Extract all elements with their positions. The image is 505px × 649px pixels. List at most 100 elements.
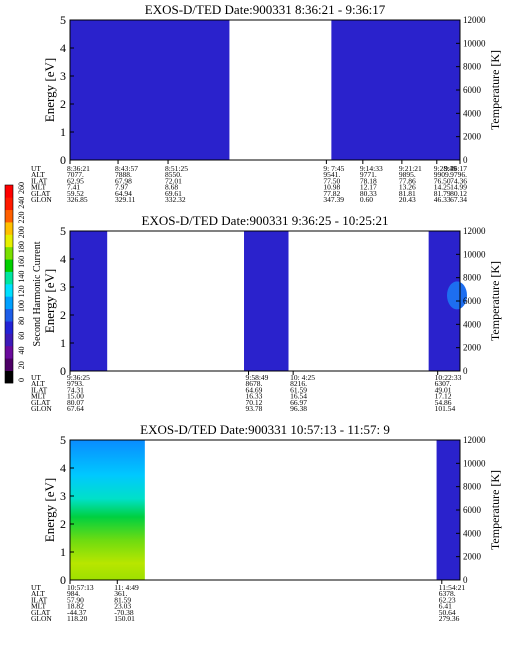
ytick-right-label: 4000 (463, 528, 482, 538)
colorbar-swatch (5, 321, 13, 334)
orbit-value: 8216. (290, 379, 307, 388)
orbit-value: 9541. (323, 170, 340, 179)
orbit-value: 74.36 (450, 176, 467, 185)
ytick-label: 0 (60, 153, 66, 167)
orbit-value: 9:36:17 (444, 164, 467, 173)
orbit-value: 279.36 (439, 614, 460, 623)
colorbar-tick-label: 200 (17, 226, 26, 238)
orbit-value: 67.98 (115, 176, 132, 185)
orbit-value: 8:43:57 (115, 164, 138, 173)
ytick-right-label: 10000 (463, 458, 486, 468)
orbit-value: 69.61 (165, 189, 182, 198)
ytick-right-label: 12000 (463, 226, 486, 236)
ytick-label: 1 (60, 336, 66, 350)
orbit-value: 8.68 (165, 183, 178, 192)
orbit-row-label: UT (31, 583, 41, 592)
colorbar-tick-label: 60 (17, 332, 26, 340)
orbit-value: 81.81 (399, 189, 416, 198)
orbit-value: 57.90 (67, 595, 84, 604)
orbit-value: 66.97 (290, 398, 307, 407)
orbit-value: 80.12 (450, 189, 467, 198)
data-blob (447, 281, 467, 310)
orbit-value: 332.32 (165, 195, 186, 204)
colorbar-tick-label: 120 (17, 285, 26, 297)
colorbar-frame (4, 184, 14, 384)
orbit-value: 80.33 (360, 189, 377, 198)
orbit-value: 62.23 (439, 595, 456, 604)
colorbar-swatch (5, 333, 13, 347)
ytick-right-label: 0 (463, 366, 468, 376)
orbit-value: 0.60 (360, 195, 373, 204)
orbit-value: 8:51:25 (165, 164, 188, 173)
orbit-value: -44.37 (67, 608, 87, 617)
ytick-right-label: 10000 (463, 249, 486, 259)
ylabel-right: Temperature [K] (488, 470, 502, 550)
ytick-label: 5 (60, 433, 66, 447)
orbit-value: 78.18 (360, 176, 377, 185)
ytick-right-label: 12000 (463, 435, 486, 445)
orbit-value: 9909. (434, 170, 451, 179)
colorbar-swatch (5, 370, 13, 384)
colorbar-swatch (5, 209, 13, 223)
orbit-value: 9:28:49 (434, 164, 457, 173)
ytick-right-label: 0 (463, 575, 468, 585)
ytick-label: 5 (60, 13, 66, 27)
orbit-value: 8550. (165, 170, 182, 179)
orbit-value: 14.25 (434, 183, 451, 192)
orbit-value: 15.00 (67, 392, 84, 401)
ytick-label: 4 (60, 252, 66, 266)
colorbar-tick-label: 240 (17, 197, 26, 209)
orbit-value: 96.38 (290, 404, 307, 413)
orbit-value: 18.82 (67, 602, 84, 611)
orbit-value: 70.12 (246, 398, 263, 407)
orbit-value: 77.50 (323, 176, 340, 185)
orbit-row-label: ILAT (31, 595, 48, 604)
colorbar-tick-label: 20 (17, 361, 26, 369)
orbit-row-label: MLT (31, 392, 47, 401)
colorbar-tick-label: 260 (17, 182, 26, 194)
orbit-value: 23.03 (114, 602, 131, 611)
orbit-value: 93.78 (246, 404, 263, 413)
orbit-value: 329.11 (115, 195, 136, 204)
colorbar-swatch (5, 308, 13, 322)
orbit-value: -70.38 (114, 608, 134, 617)
data-segment (331, 20, 460, 160)
orbit-value: 10: 4:25 (290, 373, 315, 382)
ytick-right-label: 10000 (463, 38, 486, 48)
ytick-right-label: 0 (463, 155, 468, 165)
orbit-row-label: MLT (31, 602, 47, 611)
ytick-right-label: 8000 (463, 62, 482, 72)
orbit-value: 16.54 (290, 392, 307, 401)
orbit-row-label: MLT (31, 183, 47, 192)
ytick-right-label: 4000 (463, 108, 482, 118)
orbit-value: 7888. (115, 170, 132, 179)
ytick-label: 4 (60, 41, 66, 55)
ytick-right-label: 2000 (463, 132, 482, 142)
ytick-label: 3 (60, 280, 66, 294)
orbit-row-label: ALT (31, 379, 45, 388)
orbit-value: 9:14:33 (360, 164, 383, 173)
colorbar-tick-label: 100 (17, 300, 26, 312)
orbit-value: 64.94 (115, 189, 132, 198)
orbit-row-label: UT (31, 164, 41, 173)
ytick-right-label: 6000 (463, 505, 482, 515)
orbit-value: 67.64 (67, 404, 84, 413)
orbit-value: 6378. (439, 589, 456, 598)
panel-3: EXOS-D/TED Date:900331 10:57:13 - 11:57:… (31, 422, 502, 623)
orbit-value: 11: 4:49 (114, 583, 139, 592)
orbit-value: 11:54:21 (439, 583, 466, 592)
orbit-value: 46.33 (434, 195, 451, 204)
ytick-label: 0 (60, 364, 66, 378)
orbit-value: 9895. (399, 170, 416, 179)
colorbar-swatch (5, 185, 13, 198)
colorbar-tick-label: 0 (17, 378, 26, 382)
colorbar-swatch (5, 284, 13, 297)
orbit-value: 9:58:49 (246, 373, 269, 382)
colorbar-swatch (5, 234, 13, 248)
orbit-row-label: ALT (31, 170, 45, 179)
orbit-value: 6.41 (439, 602, 452, 611)
orbit-value: 118.20 (67, 614, 88, 623)
chart-title: EXOS-D/TED Date:900331 10:57:13 - 11:57:… (140, 422, 390, 437)
colorbar-swatch (5, 259, 13, 272)
